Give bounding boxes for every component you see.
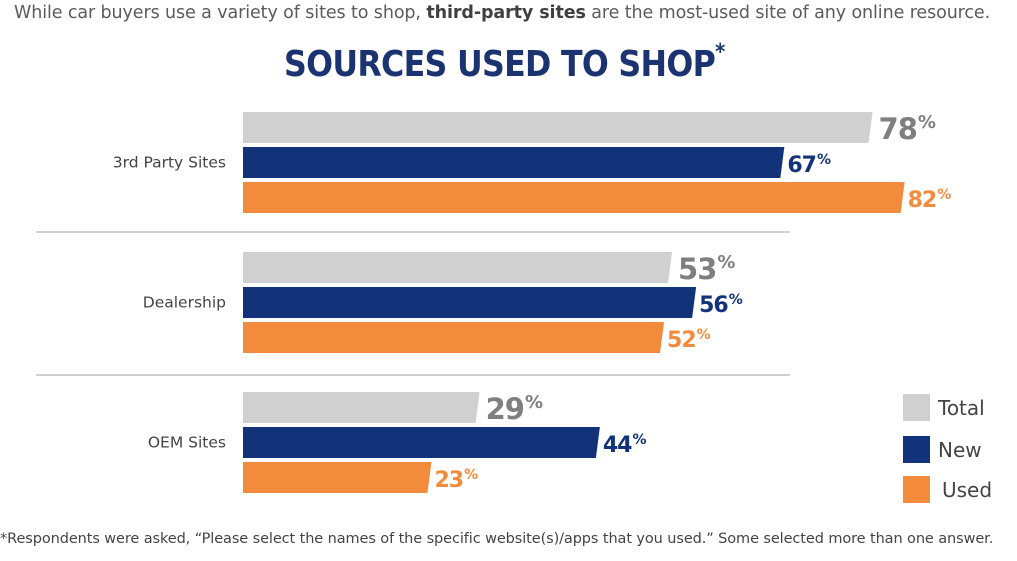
intro-text-bold: third-party sites: [426, 3, 586, 23]
data-label-used: 52%: [667, 327, 711, 353]
intro-text: While car buyers use a variety of sites …: [14, 3, 1014, 23]
legend-label-new: New: [938, 437, 982, 462]
chart-title-asterisk: *: [715, 40, 725, 65]
bar-used: [243, 322, 665, 353]
bar-total: [243, 112, 873, 143]
legend-label-used: Used: [942, 477, 993, 502]
data-label-new: 67%: [787, 152, 831, 178]
bar-total: [243, 252, 673, 283]
bar-new: [243, 427, 600, 458]
bar-new: [243, 287, 697, 318]
intro-text-end: are the most-used site of any online res…: [585, 3, 991, 23]
data-label-new: 56%: [699, 292, 743, 318]
data-label-total: 78%: [879, 112, 936, 146]
data-label-total: 53%: [678, 252, 735, 286]
chart-title-text: SOURCES USED TO SHOP: [284, 44, 716, 85]
bar-used: [243, 182, 905, 213]
data-label-used: 23%: [434, 467, 478, 493]
intro-text-start: While car buyers use a variety of sites …: [14, 3, 427, 23]
category-label: Dealership: [143, 294, 226, 312]
legend-item-used: Used: [903, 476, 992, 503]
legend-swatch-used: [903, 476, 930, 503]
legend-swatch-new: [903, 436, 930, 463]
category-label: 3rd Party Sites: [113, 154, 226, 172]
data-label-new: 44%: [603, 432, 647, 458]
bar-new: [243, 147, 785, 178]
chart-title: SOURCES USED TO SHOP*: [284, 40, 725, 85]
data-label-used: 82%: [908, 187, 952, 213]
data-label-total: 29%: [486, 392, 543, 426]
legend-label-total: Total: [938, 395, 985, 420]
legend-item-new: New: [903, 436, 982, 463]
legend-swatch-total: [903, 394, 930, 421]
legend-item-total: Total: [903, 394, 985, 421]
category-label: OEM Sites: [148, 434, 226, 452]
footnote: *Respondents were asked, “Please select …: [0, 531, 994, 547]
bar-total: [243, 392, 480, 423]
bar-used: [243, 462, 432, 493]
